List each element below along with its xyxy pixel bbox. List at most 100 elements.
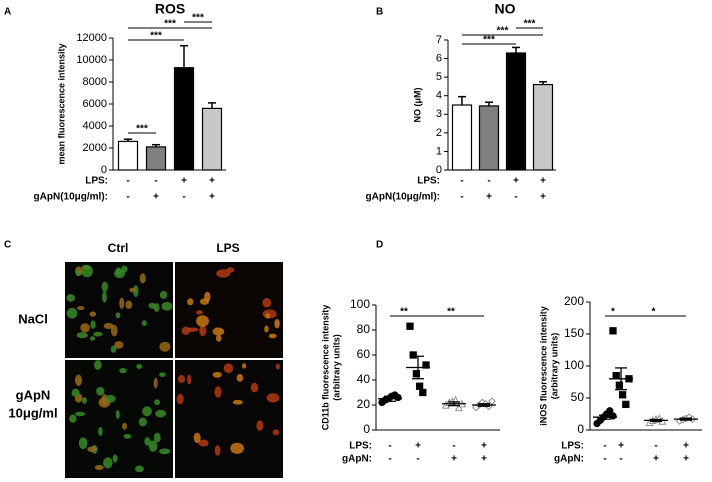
- condition-label: gApN:: [342, 454, 372, 465]
- cell: [250, 382, 259, 393]
- panel-letter: C: [4, 240, 11, 251]
- significance-label: *: [611, 307, 615, 318]
- cell: [75, 411, 86, 417]
- cell: [101, 281, 109, 292]
- condition-label: LPS:: [85, 176, 108, 187]
- y-tick-label: 6000: [83, 98, 107, 110]
- condition-sign: +: [683, 454, 689, 465]
- cell: [161, 301, 173, 311]
- bar: [145, 146, 167, 171]
- condition-sign: +: [451, 454, 457, 465]
- cell: [212, 371, 222, 378]
- cell: [232, 399, 243, 405]
- y-axis-label: NO (μM): [412, 87, 422, 122]
- cell: [196, 310, 204, 315]
- cell: [66, 307, 78, 319]
- point: [618, 391, 627, 399]
- condition-sign: +: [540, 192, 546, 203]
- cell: [242, 363, 247, 369]
- cell: [148, 302, 156, 309]
- significance-label: ***: [150, 31, 162, 42]
- cell: [114, 341, 124, 349]
- point: [419, 388, 427, 397]
- cell: [186, 327, 199, 332]
- cell: [80, 323, 90, 333]
- point: [615, 381, 624, 389]
- cell: [75, 374, 83, 386]
- y-tick-label: 0: [363, 422, 370, 436]
- condition-sign: -: [487, 176, 490, 187]
- condition-sign: -: [514, 192, 517, 203]
- condition-sign: +: [481, 454, 487, 465]
- cell: [103, 322, 114, 330]
- y-tick-label: 4000: [83, 120, 107, 132]
- point: [612, 371, 620, 380]
- point: [622, 400, 630, 409]
- cell: [139, 273, 146, 284]
- condition-sign: -: [154, 176, 157, 187]
- y-tick-label: 12000: [76, 32, 107, 44]
- cell: [198, 439, 209, 447]
- condition-label: gApN(10μg/ml):: [366, 192, 440, 203]
- cell: [153, 377, 158, 389]
- bar: [173, 67, 195, 171]
- cell: [119, 297, 125, 309]
- cell: [110, 324, 118, 337]
- condition-sign: +: [618, 441, 624, 452]
- y-tick-label: 50: [571, 390, 585, 404]
- condition-sign: -: [182, 192, 185, 203]
- y-tick-label: 60: [357, 347, 371, 361]
- point: [454, 403, 463, 412]
- bar: [451, 104, 473, 171]
- y-tick-label: 150: [564, 326, 584, 340]
- cell: [223, 363, 234, 373]
- cell: [66, 294, 76, 302]
- significance-label: ***: [483, 35, 495, 46]
- condition-label: LPS:: [417, 176, 440, 187]
- significance-label: ***: [164, 19, 176, 30]
- cell: [77, 306, 85, 311]
- cell: [81, 397, 87, 404]
- cell: [236, 373, 244, 382]
- chart-title: ROS: [155, 1, 185, 17]
- cell: [78, 437, 88, 450]
- condition-sign: +: [209, 192, 215, 203]
- cell: [214, 386, 222, 398]
- significance-label: **: [447, 307, 455, 318]
- cell: [125, 300, 133, 309]
- cell: [89, 336, 96, 341]
- point: [606, 407, 614, 415]
- cell: [102, 291, 107, 303]
- y-tick-label: 0: [101, 164, 107, 176]
- cell: [96, 386, 105, 396]
- cell: [266, 393, 280, 403]
- condition-label: gApN:: [554, 454, 584, 465]
- bar: [478, 105, 500, 171]
- condition-sign: +: [683, 441, 689, 452]
- cell: [115, 267, 122, 276]
- y-tick-label: 7: [436, 34, 442, 46]
- condition-sign: -: [126, 192, 129, 203]
- bar: [532, 83, 554, 171]
- condition-sign: +: [481, 441, 487, 452]
- cell: [148, 440, 158, 452]
- cell: [158, 448, 171, 455]
- chart-title: NO: [495, 1, 516, 17]
- bar: [505, 52, 527, 171]
- cell: [115, 410, 120, 419]
- y-axis-label: CD11b fluorescence intensity: [320, 305, 330, 431]
- cell: [216, 269, 231, 278]
- significance-label: ***: [136, 124, 148, 135]
- cell: [274, 318, 280, 329]
- y-tick-label: 100: [350, 297, 370, 311]
- condition-sign: +: [653, 454, 659, 465]
- y-tick-label: 2000: [83, 142, 107, 154]
- y-axis-label: (arbitrary units): [549, 333, 559, 400]
- cell: [123, 434, 132, 439]
- y-tick-label: 200: [564, 294, 584, 308]
- cell: [87, 446, 97, 453]
- cell: [226, 267, 235, 273]
- cell: [154, 399, 161, 406]
- cell: [142, 406, 152, 417]
